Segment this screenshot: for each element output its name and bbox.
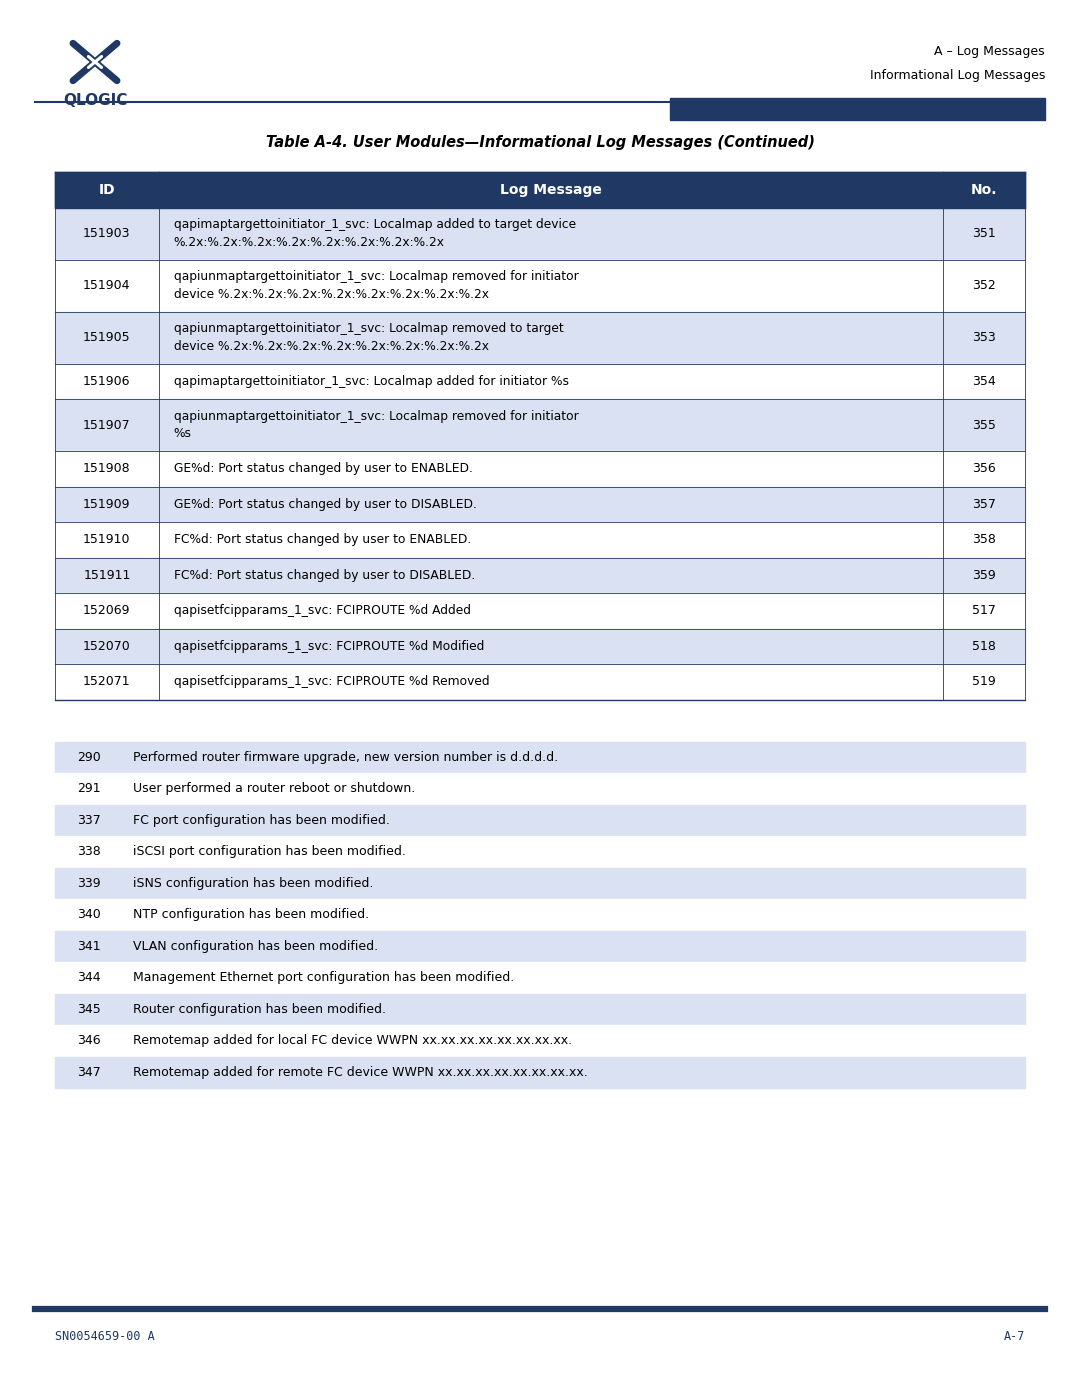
Text: User performed a router reboot or shutdown.: User performed a router reboot or shutdo… bbox=[133, 782, 415, 795]
Text: 355: 355 bbox=[972, 419, 996, 432]
Text: 151906: 151906 bbox=[83, 374, 131, 388]
Text: 358: 358 bbox=[972, 534, 996, 546]
Text: 518: 518 bbox=[972, 640, 996, 652]
Text: Log Message: Log Message bbox=[500, 183, 602, 197]
Bar bbox=[55, 208, 1025, 260]
Text: Table A-4. User Modules—Informational Log Messages (Continued): Table A-4. User Modules—Informational Lo… bbox=[266, 134, 814, 149]
Bar bbox=[55, 312, 1025, 363]
Text: 338: 338 bbox=[77, 845, 100, 858]
Text: 290: 290 bbox=[77, 750, 100, 764]
Text: 344: 344 bbox=[77, 971, 100, 985]
Text: A – Log Messages: A – Log Messages bbox=[934, 46, 1045, 59]
Text: 357: 357 bbox=[972, 497, 996, 511]
Text: 337: 337 bbox=[77, 813, 100, 827]
Bar bbox=[55, 963, 1025, 993]
Text: 152069: 152069 bbox=[83, 605, 131, 617]
Bar bbox=[55, 629, 1025, 664]
Text: A-7: A-7 bbox=[1003, 1330, 1025, 1344]
Text: VLAN configuration has been modified.: VLAN configuration has been modified. bbox=[133, 940, 378, 953]
Text: 151910: 151910 bbox=[83, 534, 131, 546]
Text: 354: 354 bbox=[972, 374, 996, 388]
Bar bbox=[55, 835, 1025, 868]
Text: 151904: 151904 bbox=[83, 279, 131, 292]
Text: Management Ethernet port configuration has been modified.: Management Ethernet port configuration h… bbox=[133, 971, 514, 985]
Text: iSCSI port configuration has been modified.: iSCSI port configuration has been modifi… bbox=[133, 845, 406, 858]
Text: qapimaptargettoinitiator_1_svc: Localmap added to target device: qapimaptargettoinitiator_1_svc: Localmap… bbox=[174, 218, 576, 232]
Text: 347: 347 bbox=[77, 1066, 100, 1078]
Text: qapimaptargettoinitiator_1_svc: Localmap added for initiator %s: qapimaptargettoinitiator_1_svc: Localmap… bbox=[174, 374, 569, 388]
Bar bbox=[55, 868, 1025, 900]
Bar bbox=[55, 742, 1025, 773]
Bar bbox=[670, 98, 1045, 120]
Text: FC%d: Port status changed by user to ENABLED.: FC%d: Port status changed by user to ENA… bbox=[174, 534, 471, 546]
Text: FC port configuration has been modified.: FC port configuration has been modified. bbox=[133, 813, 390, 827]
Text: 519: 519 bbox=[972, 675, 996, 689]
Text: 517: 517 bbox=[972, 605, 996, 617]
Text: Informational Log Messages: Informational Log Messages bbox=[869, 68, 1045, 81]
Bar bbox=[55, 805, 1025, 835]
Text: 151909: 151909 bbox=[83, 497, 131, 511]
Text: 151903: 151903 bbox=[83, 226, 131, 240]
Text: 291: 291 bbox=[77, 782, 100, 795]
Bar bbox=[55, 773, 1025, 805]
Bar bbox=[55, 522, 1025, 557]
Bar bbox=[55, 1056, 1025, 1088]
Text: 351: 351 bbox=[972, 226, 996, 240]
Bar bbox=[55, 451, 1025, 486]
Bar bbox=[55, 172, 1025, 208]
Text: iSNS configuration has been modified.: iSNS configuration has been modified. bbox=[133, 877, 374, 890]
Text: 151907: 151907 bbox=[83, 419, 131, 432]
Bar bbox=[55, 363, 1025, 400]
Text: qapiunmaptargettoinitiator_1_svc: Localmap removed for initiator: qapiunmaptargettoinitiator_1_svc: Localm… bbox=[174, 270, 579, 284]
Text: 345: 345 bbox=[77, 1003, 100, 1016]
Text: GE%d: Port status changed by user to ENABLED.: GE%d: Port status changed by user to ENA… bbox=[174, 462, 473, 475]
Text: 352: 352 bbox=[972, 279, 996, 292]
Bar bbox=[55, 592, 1025, 629]
Text: No.: No. bbox=[971, 183, 997, 197]
Text: 340: 340 bbox=[77, 908, 100, 921]
Bar bbox=[55, 900, 1025, 930]
Text: qapisetfcipparams_1_svc: FCIPROUTE %d Modified: qapisetfcipparams_1_svc: FCIPROUTE %d Mo… bbox=[174, 640, 484, 652]
Text: 339: 339 bbox=[77, 877, 100, 890]
Bar bbox=[55, 1025, 1025, 1056]
Text: GE%d: Port status changed by user to DISABLED.: GE%d: Port status changed by user to DIS… bbox=[174, 497, 476, 511]
Text: %.2x:%.2x:%.2x:%.2x:%.2x:%.2x:%.2x:%.2x: %.2x:%.2x:%.2x:%.2x:%.2x:%.2x:%.2x:%.2x bbox=[174, 236, 445, 249]
Text: 359: 359 bbox=[972, 569, 996, 581]
Text: Performed router firmware upgrade, new version number is d.d.d.d.: Performed router firmware upgrade, new v… bbox=[133, 750, 558, 764]
Text: SN0054659-00 A: SN0054659-00 A bbox=[55, 1330, 154, 1344]
Bar bbox=[55, 486, 1025, 522]
Text: 151911: 151911 bbox=[83, 569, 131, 581]
Text: FC%d: Port status changed by user to DISABLED.: FC%d: Port status changed by user to DIS… bbox=[174, 569, 475, 581]
Text: 151905: 151905 bbox=[83, 331, 131, 344]
Text: 346: 346 bbox=[77, 1034, 100, 1048]
Text: Remotemap added for remote FC device WWPN xx.xx.xx.xx.xx.xx.xx.xx.: Remotemap added for remote FC device WWP… bbox=[133, 1066, 588, 1078]
Bar bbox=[55, 664, 1025, 700]
Text: Remotemap added for local FC device WWPN xx.xx.xx.xx.xx.xx.xx.xx.: Remotemap added for local FC device WWPN… bbox=[133, 1034, 572, 1048]
Text: 356: 356 bbox=[972, 462, 996, 475]
Text: 152071: 152071 bbox=[83, 675, 131, 689]
Text: 151908: 151908 bbox=[83, 462, 131, 475]
Bar bbox=[55, 930, 1025, 963]
Text: %s: %s bbox=[174, 427, 192, 440]
Bar bbox=[55, 400, 1025, 451]
Text: qapisetfcipparams_1_svc: FCIPROUTE %d Added: qapisetfcipparams_1_svc: FCIPROUTE %d Ad… bbox=[174, 605, 471, 617]
Text: 341: 341 bbox=[77, 940, 100, 953]
Text: 353: 353 bbox=[972, 331, 996, 344]
Text: NTP configuration has been modified.: NTP configuration has been modified. bbox=[133, 908, 369, 921]
Text: ID: ID bbox=[98, 183, 116, 197]
Text: qapiunmaptargettoinitiator_1_svc: Localmap removed to target: qapiunmaptargettoinitiator_1_svc: Localm… bbox=[174, 323, 564, 335]
Text: device %.2x:%.2x:%.2x:%.2x:%.2x:%.2x:%.2x:%.2x: device %.2x:%.2x:%.2x:%.2x:%.2x:%.2x:%.2… bbox=[174, 339, 489, 353]
Bar bbox=[55, 557, 1025, 592]
Bar bbox=[55, 993, 1025, 1025]
Text: qapiunmaptargettoinitiator_1_svc: Localmap removed for initiator: qapiunmaptargettoinitiator_1_svc: Localm… bbox=[174, 409, 579, 423]
Bar bbox=[55, 260, 1025, 312]
Text: QLOGIC: QLOGIC bbox=[63, 92, 127, 108]
Text: qapisetfcipparams_1_svc: FCIPROUTE %d Removed: qapisetfcipparams_1_svc: FCIPROUTE %d Re… bbox=[174, 675, 489, 689]
Text: 152070: 152070 bbox=[83, 640, 131, 652]
Text: device %.2x:%.2x:%.2x:%.2x:%.2x:%.2x:%.2x:%.2x: device %.2x:%.2x:%.2x:%.2x:%.2x:%.2x:%.2… bbox=[174, 288, 489, 300]
Text: Router configuration has been modified.: Router configuration has been modified. bbox=[133, 1003, 386, 1016]
